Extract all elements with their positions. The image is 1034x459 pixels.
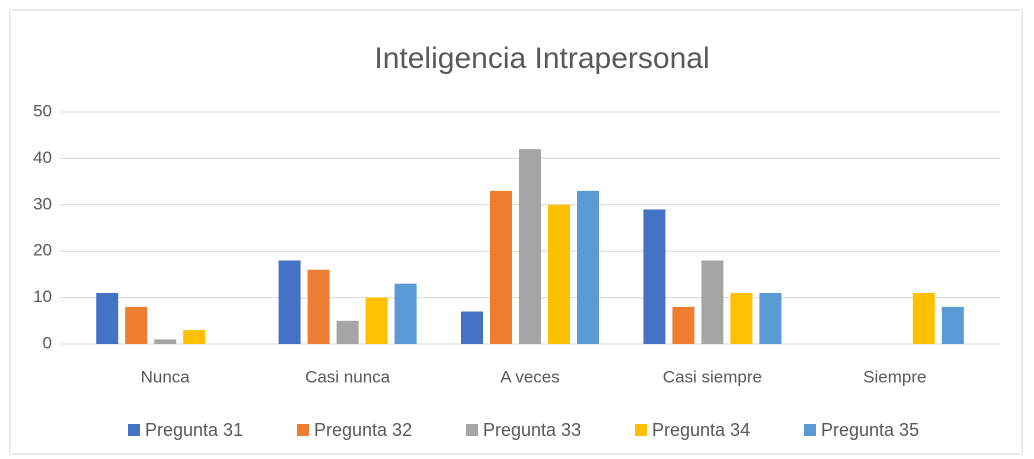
legend-swatch: [128, 424, 140, 436]
bar: [643, 209, 666, 344]
legend-label: Pregunta 34: [652, 420, 750, 440]
bar: [672, 306, 695, 344]
y-tick-label: 0: [43, 333, 52, 352]
y-tick-label: 20: [33, 241, 52, 260]
chart-title: Inteligencia Intrapersonal: [374, 42, 709, 75]
bar: [548, 204, 570, 344]
legend-swatch: [466, 424, 478, 436]
bar: [759, 292, 782, 344]
legend-swatch: [804, 424, 816, 436]
legend-label: Pregunta 35: [821, 420, 919, 440]
x-tick-label: Nunca: [141, 367, 191, 386]
bar: [461, 311, 483, 344]
legend-swatch: [297, 424, 309, 436]
x-tick-label: Casi nunca: [305, 367, 391, 386]
legend-label: Pregunta 32: [314, 420, 412, 440]
bar: [394, 283, 417, 344]
y-tick-label: 50: [33, 101, 52, 120]
x-tick-label: A veces: [500, 367, 560, 386]
bar: [307, 269, 330, 344]
bar: [577, 190, 599, 344]
chart-frame: [9, 9, 1023, 455]
bar: [336, 320, 359, 344]
legend-swatch: [635, 424, 647, 436]
bar: [125, 306, 148, 344]
y-tick-label: 40: [33, 148, 52, 167]
bar: [912, 292, 935, 344]
bar: [278, 260, 301, 344]
bar: [701, 260, 724, 344]
x-tick-label: Siempre: [863, 367, 926, 386]
bar: [183, 330, 206, 344]
legend-label: Pregunta 33: [483, 420, 581, 440]
bar: [154, 339, 177, 344]
y-tick-label: 30: [33, 194, 52, 213]
bar: [365, 297, 388, 344]
x-tick-label: Casi siempre: [663, 367, 762, 386]
y-tick-label: 10: [33, 287, 52, 306]
bar: [96, 292, 119, 344]
bar: [490, 190, 512, 344]
legend-label: Pregunta 31: [145, 420, 243, 440]
bar: [730, 292, 753, 344]
bar: [941, 306, 964, 344]
bar: [519, 149, 541, 344]
